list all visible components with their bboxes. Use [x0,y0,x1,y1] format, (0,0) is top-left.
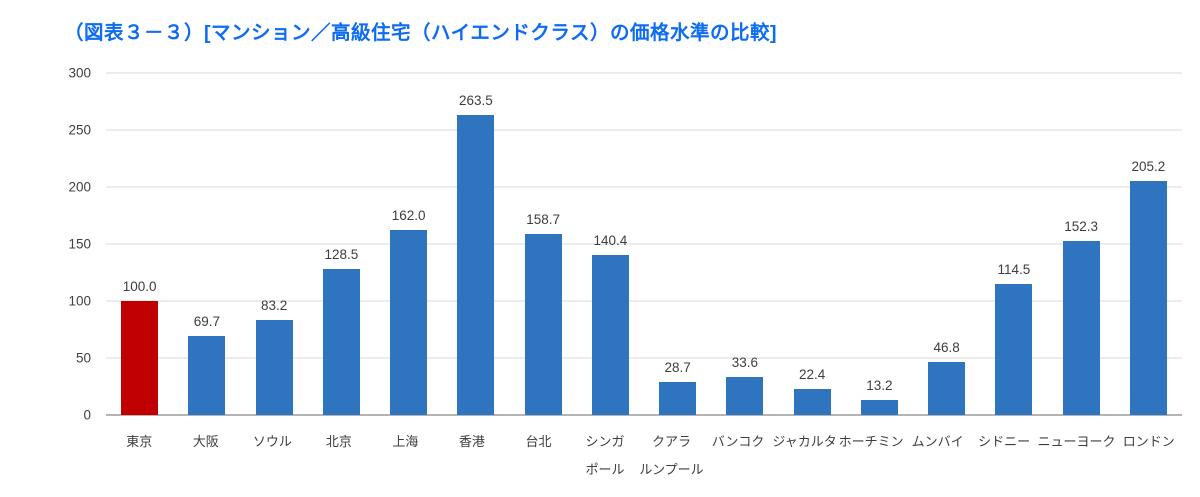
y-axis-tick-label: 50 [75,350,91,366]
bar-value-label: 100.0 [122,279,157,295]
bar-value-label: 69.7 [193,313,221,329]
category-label: クアラ ルンプール [639,434,704,477]
category-label: シンガ ポール [585,434,625,477]
y-axis-tick-label: 0 [83,407,91,423]
y-axis-tick-label: 100 [68,293,91,309]
category-label: 北京 [325,434,352,449]
category-label: 大阪 [192,434,219,449]
bar-value-label: 28.7 [664,360,691,376]
bar-香港 [457,114,495,415]
bar-value-label: 158.7 [526,212,561,228]
bar-value-label: 162.0 [391,208,426,224]
gridline [106,129,1182,131]
gridline [106,300,1182,302]
bar-slot: 114.5 [980,73,1047,415]
category-label: 台北 [525,434,552,449]
bar-slot: 140.4 [577,73,644,415]
bar-slot: 158.7 [510,73,577,415]
bar-value-label: 205.2 [1131,159,1166,175]
bar-slot: 205.2 [1115,73,1182,415]
y-axis-tick-label: 300 [68,65,91,81]
category-label: シドニー [978,434,1031,449]
bar-value-label: 83.2 [260,298,288,314]
gridline [106,186,1182,188]
plot-area: 100.0 69.7 83.2 128.5 162.0 263.5 158.7 140.4 28… [68,66,1182,423]
chart-title: （図表３－３）[マンション／高級住宅（ハイエンドクラス）の価格水準の比較] [64,22,778,44]
bar-slot: 83.2 [241,73,308,415]
bar-slot: 162.0 [375,73,442,415]
category-label: ロンドン [1122,434,1175,449]
bar-slot: 263.5 [442,73,509,415]
bar-ムンバイ [928,361,966,415]
category-label: ジャカルタ [772,434,837,449]
bar-value-label: 22.4 [798,367,826,383]
bar-ジャカルタ [793,389,831,415]
category-label: 香港 [458,434,485,449]
bar-slot: 28.7 [644,73,711,415]
bar-シンガポール [591,254,629,415]
category-label: 東京 [126,434,153,449]
bar-東京 [121,301,159,415]
bar-バンコク [726,376,764,415]
bar-slot: 33.6 [711,73,778,415]
bar-value-label: 33.6 [731,354,759,370]
bar-クアラルンプール [659,382,697,415]
bar-ニューヨーク [1062,241,1100,415]
bar-大阪 [188,335,226,415]
category-label: ニューヨーク [1037,434,1116,449]
bar-ホーチミン [860,399,898,415]
bar-slot: 22.4 [779,73,846,415]
y-axis-tick-label: 150 [68,236,91,252]
bar-value-label: 140.4 [593,232,628,248]
x-axis-baseline [106,414,1182,416]
category-label: ソウル [252,434,292,449]
bar-slot: 152.3 [1048,73,1115,415]
bar-ロンドン [1129,181,1167,415]
bar-value-label: 13.2 [866,377,893,393]
bar-北京 [322,268,360,415]
y-axis-tick-label: 250 [68,122,91,138]
bar-slot: 13.2 [846,73,913,415]
y-axis-tick-label: 200 [68,179,91,195]
gridline [106,72,1182,74]
x-axis-labels: 東京 大阪 ソウル 北京 上海 香港 台北 シンガ ポール クアラ ルンプール バンコク ジャカルタ ホー… [106,428,1182,484]
gridline [106,357,1182,359]
bar-上海 [390,230,428,415]
bar-value-label: 152.3 [1064,219,1099,235]
category-label: 上海 [392,434,419,449]
bar-slot: 100.0 [106,73,173,415]
bar-value-label: 46.8 [933,339,960,355]
category-label: バンコク [711,434,765,449]
bars-row: 100.0 69.7 83.2 128.5 162.0 263.5 158.7 140.4 28… [106,73,1182,415]
bar-シドニー [995,284,1033,415]
category-label: ムンバイ [911,434,964,449]
bar-ソウル [255,320,293,415]
bar-slot: 46.8 [913,73,980,415]
bar-台北 [524,234,562,415]
gridline [106,243,1182,245]
bar-value-label: 263.5 [458,92,493,108]
bar-slot: 128.5 [308,73,375,415]
bar-slot: 69.7 [173,73,240,415]
bar-value-label: 128.5 [324,246,359,262]
bar-value-label: 114.5 [997,262,1031,278]
category-label: ホーチミン [838,434,904,449]
